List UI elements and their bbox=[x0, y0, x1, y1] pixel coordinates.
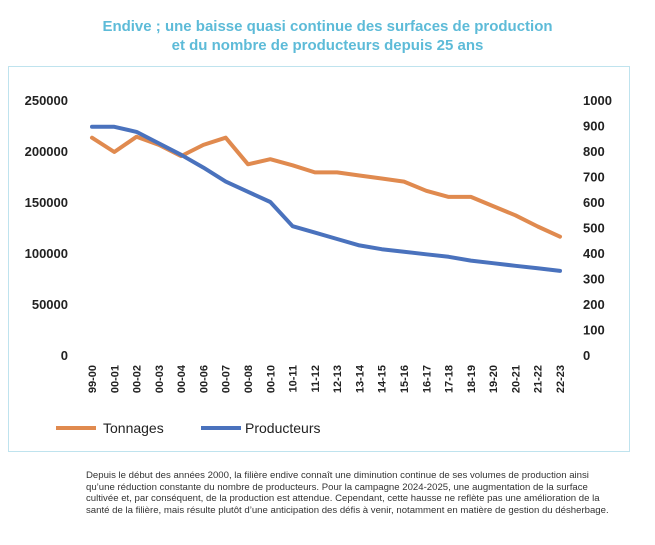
y-right-tick-label: 900 bbox=[583, 119, 605, 134]
x-tick-label: 00-04 bbox=[176, 364, 188, 393]
chart-frame bbox=[8, 66, 630, 452]
x-tick-label: 00-06 bbox=[198, 365, 210, 393]
x-tick-label: 99-00 bbox=[87, 365, 99, 393]
y-right-tick-label: 200 bbox=[583, 297, 605, 312]
legend-label: Tonnages bbox=[103, 420, 164, 436]
chart-axes: 0 50000 100000 150000 200000 250000 0 100 200 300… bbox=[25, 93, 612, 393]
x-tick-label: 15-16 bbox=[399, 365, 411, 393]
series-line-tonnages bbox=[90, 134, 562, 239]
x-tick-label: 21-22 bbox=[533, 365, 545, 393]
x-tick-label: 13-14 bbox=[354, 364, 366, 393]
x-tick-label: 20-21 bbox=[510, 365, 522, 393]
y-left-tick-label: 50000 bbox=[32, 297, 68, 312]
y-left-tick-label: 200000 bbox=[25, 144, 68, 159]
y-right-tick-label: 1000 bbox=[583, 93, 612, 108]
y-left-tick-label: 150000 bbox=[25, 195, 68, 210]
chart-title: Endive ; une baisse quasi continue des s… bbox=[0, 17, 655, 55]
legend-label: Producteurs bbox=[245, 420, 320, 436]
y-left-tick-label: 100000 bbox=[25, 246, 68, 261]
chart-caption: Depuis le début des années 2000, la fili… bbox=[86, 470, 609, 516]
x-tick-label: 00-10 bbox=[265, 365, 277, 393]
y-right-tick-label: 600 bbox=[583, 195, 605, 210]
y-right-tick-label: 100 bbox=[583, 323, 605, 338]
chart-legend: Tonnages Producteurs bbox=[56, 420, 320, 436]
x-tick-label: 18-19 bbox=[466, 365, 478, 393]
chart-lines bbox=[90, 124, 562, 273]
x-tick-label: 14-15 bbox=[377, 365, 389, 393]
y-left-tick-label: 250000 bbox=[25, 93, 68, 108]
series-line-producteurs bbox=[90, 124, 562, 273]
line-chart: 0 50000 100000 150000 200000 250000 0 100 200 300… bbox=[25, 93, 612, 436]
y-right-tick-label: 0 bbox=[583, 348, 590, 363]
y-right-tick-label: 800 bbox=[583, 144, 605, 159]
x-tick-label: 16-17 bbox=[421, 365, 433, 393]
x-tick-label: 22-23 bbox=[555, 365, 567, 393]
x-tick-label: 19-20 bbox=[488, 365, 500, 393]
x-tick-label: 10-11 bbox=[288, 365, 300, 393]
x-tick-label: 12-13 bbox=[332, 365, 344, 393]
x-tick-label: 00-01 bbox=[109, 365, 121, 393]
y-right-tick-label: 400 bbox=[583, 246, 605, 261]
y-left-tick-label: 0 bbox=[61, 348, 68, 363]
x-tick-label: 00-03 bbox=[154, 365, 166, 393]
chart-title-line1: Endive ; une baisse quasi continue des s… bbox=[102, 18, 553, 35]
y-right-tick-label: 300 bbox=[583, 272, 605, 287]
chart-title-line2: et du nombre de producteurs depuis 25 an… bbox=[171, 37, 484, 54]
x-tick-label: 00-07 bbox=[221, 365, 233, 393]
x-tick-label: 17-18 bbox=[444, 365, 456, 393]
y-right-tick-label: 500 bbox=[583, 221, 605, 236]
x-tick-label: 00-08 bbox=[243, 365, 255, 393]
x-tick-label: 11-12 bbox=[310, 365, 322, 393]
x-tick-label: 00-02 bbox=[132, 365, 144, 393]
y-right-tick-label: 700 bbox=[583, 170, 605, 185]
